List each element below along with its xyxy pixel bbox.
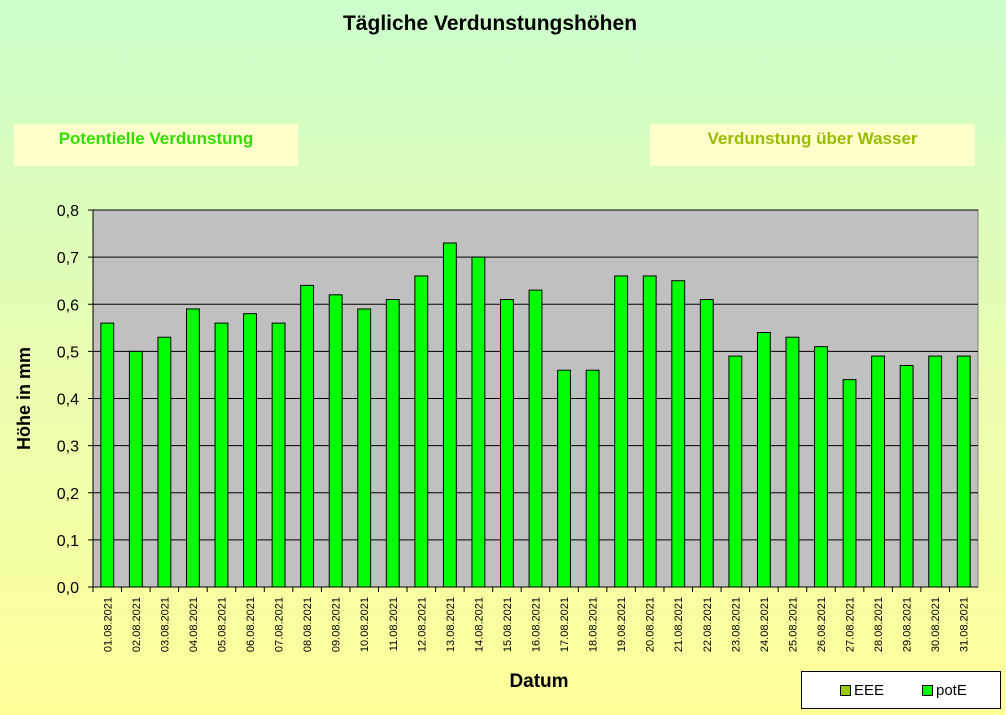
bar-10.08.2021 xyxy=(357,308,372,588)
x-tick-label: 14.08.2021 xyxy=(473,597,485,652)
bar-24.08.2021 xyxy=(756,332,771,588)
x-tick-label: 27.08.2021 xyxy=(845,597,857,652)
x-tick-label: 03.08.2021 xyxy=(159,597,171,652)
x-tick-label: 26.08.2021 xyxy=(816,597,828,652)
bar-21.08.2021 xyxy=(671,280,686,588)
bar-31.08.2021 xyxy=(956,355,971,588)
x-tick-label: 02.08.2021 xyxy=(131,597,143,652)
bar-19.08.2021 xyxy=(614,275,629,588)
y-tick-label: 0,7 xyxy=(57,250,79,267)
y-tick-label: 0,4 xyxy=(57,392,79,409)
y-tick-label: 0,3 xyxy=(57,439,79,456)
x-tick-label: 06.08.2021 xyxy=(245,597,257,652)
bar-12.08.2021 xyxy=(414,275,429,588)
x-tick-label: 24.08.2021 xyxy=(759,597,771,652)
x-tick-label: 18.08.2021 xyxy=(588,597,600,652)
bar-18.08.2021 xyxy=(585,369,600,588)
x-tick-label: 20.08.2021 xyxy=(645,597,657,652)
x-tick-label: 17.08.2021 xyxy=(559,597,571,652)
x-tick-label: 01.08.2021 xyxy=(102,597,114,652)
x-axis-label: Datum xyxy=(509,671,568,692)
x-tick-label: 15.08.2021 xyxy=(502,597,514,652)
x-tick-label: 09.08.2021 xyxy=(331,597,343,652)
bar-06.08.2021 xyxy=(243,313,257,588)
x-tick-label: 22.08.2021 xyxy=(702,597,714,652)
x-tick-label: 10.08.2021 xyxy=(359,597,371,652)
bar-09.08.2021 xyxy=(328,294,343,588)
x-tick-label: 29.08.2021 xyxy=(902,597,914,652)
bar-02.08.2021 xyxy=(128,350,143,588)
bar-15.08.2021 xyxy=(500,299,514,588)
bar-07.08.2021 xyxy=(271,322,286,588)
y-tick-label: 0,2 xyxy=(57,486,79,503)
x-tick-label: 13.08.2021 xyxy=(445,597,457,652)
bar-08.08.2021 xyxy=(300,284,315,588)
y-tick-label: 0,5 xyxy=(57,344,79,361)
legend-label-eee: EEE xyxy=(854,682,885,699)
x-tick-label: 31.08.2021 xyxy=(959,597,971,652)
x-tick-label: 21.08.2021 xyxy=(673,597,685,652)
bar-30.08.2021 xyxy=(928,355,943,588)
x-tick-label: 28.08.2021 xyxy=(873,597,885,652)
y-tick-label: 0,0 xyxy=(57,580,79,597)
legend-item-pote: potE xyxy=(922,682,967,699)
bar-14.08.2021 xyxy=(471,256,486,588)
bar-25.08.2021 xyxy=(785,336,800,588)
x-tick-label: 16.08.2021 xyxy=(531,597,543,652)
bar-27.08.2021 xyxy=(842,379,857,588)
bar-03.08.2021 xyxy=(157,336,172,588)
x-tick-label: 30.08.2021 xyxy=(930,597,942,652)
y-axis-label: Höhe in mm xyxy=(14,347,34,450)
x-tick-label: 12.08.2021 xyxy=(416,597,428,652)
legend-label-pote: potE xyxy=(936,682,967,699)
x-tick-label: 08.08.2021 xyxy=(302,597,314,652)
bar-13.08.2021 xyxy=(442,242,457,588)
tab-potentielle-verdunstung[interactable]: Potentielle Verdunstung xyxy=(14,124,298,166)
legend-swatch-pote xyxy=(922,685,933,696)
bar-26.08.2021 xyxy=(814,346,828,588)
y-tick-label: 0,6 xyxy=(57,297,79,314)
bar-17.08.2021 xyxy=(557,369,571,588)
bar-05.08.2021 xyxy=(214,322,229,588)
x-tick-label: 05.08.2021 xyxy=(216,597,228,652)
x-tick-label: 04.08.2021 xyxy=(188,597,200,652)
bar-04.08.2021 xyxy=(185,308,200,588)
x-tick-label: 07.08.2021 xyxy=(274,597,286,652)
bar-16.08.2021 xyxy=(528,289,543,588)
legend-swatch-eee xyxy=(840,685,851,696)
tab-verdunstung-ueber-wasser[interactable]: Verdunstung über Wasser xyxy=(650,124,975,166)
bar-29.08.2021 xyxy=(899,365,914,588)
bar-22.08.2021 xyxy=(699,299,714,588)
bar-01.08.2021 xyxy=(100,322,115,588)
x-tick-label: 19.08.2021 xyxy=(616,597,628,652)
y-tick-label: 0,1 xyxy=(57,533,79,550)
legend-item-eee: EEE xyxy=(840,682,884,699)
bar-11.08.2021 xyxy=(385,299,400,588)
bar-23.08.2021 xyxy=(728,355,743,588)
x-tick-label: 25.08.2021 xyxy=(787,597,799,652)
y-tick-label: 0,8 xyxy=(57,203,79,220)
legend: EEE potE xyxy=(801,671,1001,709)
x-tick-label: 23.08.2021 xyxy=(730,597,742,652)
bar-20.08.2021 xyxy=(642,275,657,588)
bar-28.08.2021 xyxy=(871,355,886,588)
chart-title: Tägliche Verdunstungshöhen xyxy=(342,12,638,35)
x-tick-label: 11.08.2021 xyxy=(388,597,400,651)
